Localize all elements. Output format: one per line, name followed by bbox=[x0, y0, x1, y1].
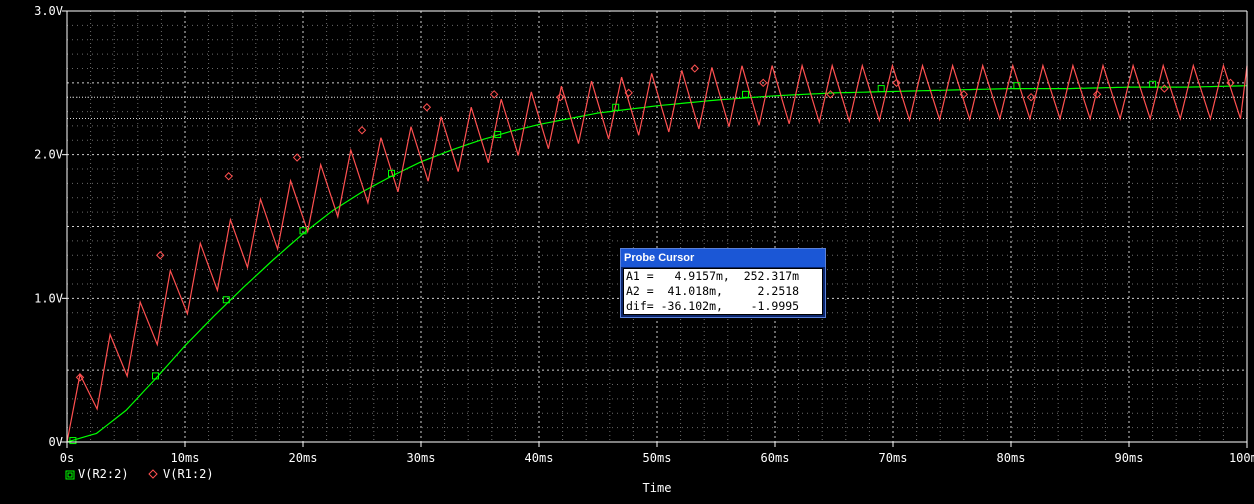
x-axis-label: Time bbox=[643, 481, 672, 495]
x-tick-label: 20ms bbox=[289, 451, 318, 465]
x-tick-label: 50ms bbox=[643, 451, 672, 465]
marker-diamond-v-r1 bbox=[224, 172, 233, 181]
marker-square-v-r2 bbox=[388, 169, 395, 177]
legend-square-icon bbox=[65, 470, 75, 480]
marker-diamond-v-r1 bbox=[1026, 92, 1036, 102]
x-tick-label: 70ms bbox=[879, 451, 908, 465]
marker-square-v-r2 bbox=[494, 131, 502, 139]
legend-label-v-r1: V(R1:2) bbox=[163, 467, 214, 481]
x-tick-label: 40ms bbox=[525, 451, 554, 465]
marker-square-v-r2 bbox=[1013, 82, 1021, 90]
marker-square-v-r2 bbox=[222, 296, 230, 304]
marker-diamond-v-r1 bbox=[690, 64, 699, 73]
probe-cursor-row-a1: A1 = 4.9157m, 252.317m bbox=[626, 269, 800, 283]
x-tick-label: 30ms bbox=[407, 451, 436, 465]
marker-square-v-r2 bbox=[1149, 80, 1157, 88]
marker-diamond-v-r1 bbox=[556, 92, 565, 102]
probe-cursor-window[interactable]: Probe Cursor A1 = 4.9157m, 252.317m A2 =… bbox=[620, 248, 826, 318]
marker-diamond-v-r1 bbox=[624, 88, 633, 98]
series-layer bbox=[66, 63, 1248, 445]
marker-diamond-v-r1 bbox=[1226, 78, 1235, 88]
y-tick-label: 3.0V bbox=[34, 4, 63, 18]
y-tick-label: 1.0V bbox=[34, 291, 63, 305]
legend-square-icon-inner bbox=[67, 472, 73, 478]
marker-diamond-v-r1 bbox=[489, 90, 499, 99]
marker-diamond-v-r1 bbox=[357, 126, 367, 135]
marker-diamond-v-r1 bbox=[1160, 84, 1169, 93]
legend-diamond-icon bbox=[148, 469, 158, 479]
series-line-v-r1 bbox=[66, 63, 1248, 443]
y-tick-label: 0V bbox=[49, 435, 63, 449]
probe-cursor-body: A1 = 4.9157m, 252.317m A2 = 41.018m, 2.2… bbox=[623, 268, 823, 315]
marker-diamond-v-r1 bbox=[422, 103, 432, 112]
y-tick-label: 2.0V bbox=[34, 148, 63, 162]
marker-diamond-v-r1 bbox=[826, 90, 835, 99]
x-tick-label: 0s bbox=[60, 451, 74, 465]
marker-square-v-r2 bbox=[877, 85, 885, 93]
legend-label-v-r2: V(R2:2) bbox=[78, 467, 129, 481]
x-tick-label: 80ms bbox=[997, 451, 1026, 465]
probe-cursor-row-a2: A2 = 41.018m, 2.2518 bbox=[626, 284, 800, 298]
marker-diamond-v-r1 bbox=[1092, 90, 1102, 99]
axes: 0s 10ms 20ms 30ms 40ms 50ms 60ms 70ms 80ms 90ms 10… bbox=[34, 4, 1254, 465]
probe-cursor-title[interactable]: Probe Cursor bbox=[621, 249, 825, 267]
x-tick-label: 100ms bbox=[1229, 451, 1254, 465]
marker-diamond-v-r1 bbox=[156, 251, 165, 260]
marker-diamond-v-r1 bbox=[292, 153, 302, 162]
marker-square-v-r2 bbox=[299, 227, 307, 235]
x-tick-label: 10ms bbox=[171, 451, 200, 465]
marker-diamond-v-r1 bbox=[959, 90, 969, 99]
marker-diamond-v-r1 bbox=[75, 373, 85, 382]
marker-square-v-r2 bbox=[612, 103, 620, 111]
marker-square-v-r2 bbox=[152, 372, 159, 380]
x-tick-label: 60ms bbox=[761, 451, 790, 465]
marker-square-v-r2 bbox=[69, 437, 77, 445]
probe-cursor-row-dif: dif= -36.102m, -1.9995 bbox=[626, 299, 800, 313]
x-tick-label: 90ms bbox=[1115, 451, 1144, 465]
marker-diamond-v-r1 bbox=[758, 78, 768, 88]
marker-square-v-r2 bbox=[742, 90, 749, 98]
marker-diamond-v-r1 bbox=[892, 78, 901, 88]
legend: V(R2:2) V(R1:2) bbox=[65, 467, 214, 481]
